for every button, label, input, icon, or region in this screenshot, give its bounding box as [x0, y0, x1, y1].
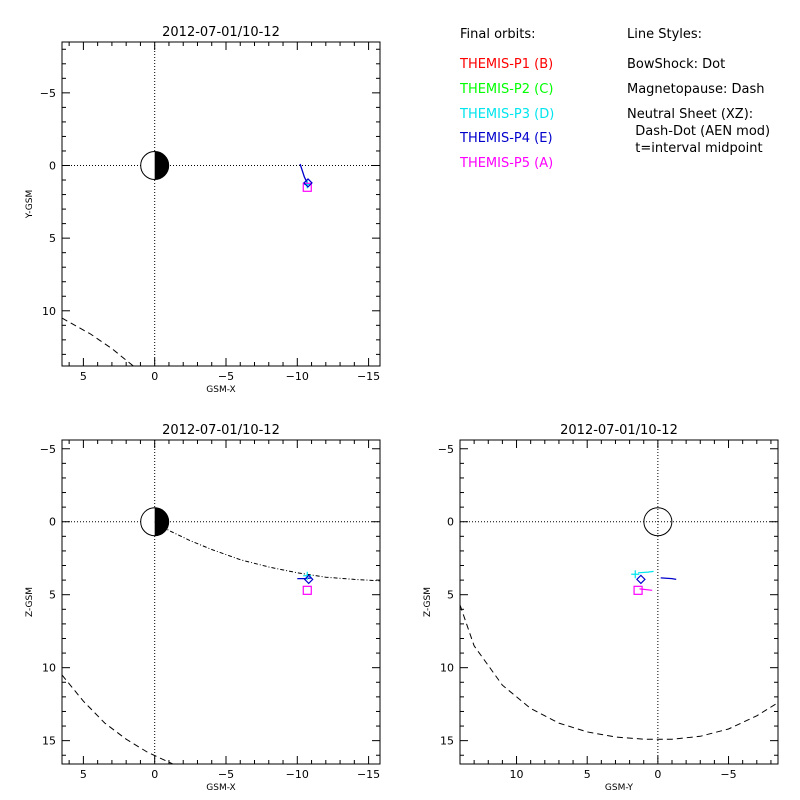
orbit-p4-line — [660, 577, 677, 581]
x-tick-label: −15 — [357, 768, 380, 781]
x-tick-label: 5 — [80, 768, 87, 781]
marker-p5-square — [633, 585, 643, 595]
plot-frame — [61, 439, 381, 765]
y-axis-label: Z-GSM — [25, 587, 35, 617]
chart-yz: 2012-07-01/10-12 10 5 0 −5 −5 0 5 10 15 GSM-Y Z-GSM — [423, 423, 779, 793]
marker-p3-plus — [303, 571, 312, 580]
x-tick-label: 0 — [654, 768, 661, 781]
y-tick-label: 5 — [49, 589, 56, 602]
x-tick-label: 5 — [584, 768, 591, 781]
y-tick-label: −5 — [438, 443, 454, 456]
y-tick-label: 0 — [49, 516, 56, 529]
chart-xy: 2012-07-01/10-12 5 0 −5 −10 −15 −5 0 5 10 GSM-X Y-G… — [25, 25, 381, 395]
x-tick-label: −15 — [357, 370, 380, 383]
x-axis-label: GSM-Y — [605, 783, 634, 793]
x-axis-label: GSM-X — [206, 385, 235, 395]
y-tick-label: 10 — [440, 662, 454, 675]
magnetopause-line — [460, 604, 778, 740]
legend-probe-p2: THEMIS-P2 (C) — [460, 82, 554, 97]
y-tick-label: −5 — [40, 87, 56, 100]
y-tick-label: 15 — [42, 735, 56, 748]
chart-xz: 2012-07-01/10-12 5 0 −5 −10 −15 −5 0 5 10 15 GSM-X Z… — [25, 423, 381, 793]
legend-style-magnetopause: Magnetopause: Dash — [627, 82, 765, 97]
plot-frame — [61, 41, 381, 367]
y-tick-label: 10 — [42, 305, 56, 318]
earth-circle — [643, 507, 673, 537]
plot-area — [460, 507, 778, 740]
plot-area — [62, 507, 380, 764]
y-axis-label: Y-GSM — [25, 190, 35, 219]
x-tick-label: 10 — [510, 768, 524, 781]
x-tick-label: −5 — [720, 768, 736, 781]
y-tick-label: 15 — [440, 735, 454, 748]
legend-style-bowshock: BowShock: Dot — [627, 57, 726, 72]
plot-frame — [459, 439, 779, 765]
x-tick-label: 5 — [80, 370, 87, 383]
magnetopause-line — [62, 317, 134, 366]
marker-p3-plus — [631, 570, 640, 579]
earth-night-side — [154, 507, 169, 536]
orbits-legend-title: Final orbits: — [460, 27, 536, 42]
marker-p4-diamond — [303, 574, 314, 585]
y-tick-label: 10 — [42, 662, 56, 675]
legend-probe-p3: THEMIS-P3 (D) — [460, 107, 555, 122]
y-tick-label: 5 — [49, 232, 56, 245]
plot-area — [62, 150, 313, 366]
magnetopause-line — [62, 674, 175, 764]
x-tick-label: −10 — [286, 768, 309, 781]
legend-probe-p5: THEMIS-P5 (A) — [460, 156, 554, 171]
marker-p4-diamond — [303, 178, 313, 188]
legend-style-dash-dot: Dash-Dot (AEN mod) — [627, 124, 771, 139]
legend-style-midpoint: t=interval midpoint — [627, 141, 763, 156]
y-axis-label: Z-GSM — [423, 587, 433, 617]
x-tick-label: −10 — [286, 370, 309, 383]
x-tick-label: −5 — [218, 370, 234, 383]
x-axis-label: GSM-X — [206, 783, 235, 793]
x-tick-label: −5 — [218, 768, 234, 781]
orbit-p3-line — [638, 570, 654, 574]
marker-p5-square — [302, 182, 312, 192]
styles-legend-title: Line Styles: — [627, 27, 703, 42]
legend-probe-p1: THEMIS-P1 (B) — [460, 57, 554, 72]
y-tick-label: 0 — [49, 159, 56, 172]
legend-probe-p4: THEMIS-P4 (E) — [460, 131, 553, 146]
y-tick-label: −5 — [40, 443, 56, 456]
x-tick-label: 0 — [151, 768, 158, 781]
chart-title: 2012-07-01/10-12 — [162, 25, 280, 40]
chart-title: 2012-07-01/10-12 — [560, 423, 678, 438]
chart-title: 2012-07-01/10-12 — [162, 423, 280, 438]
x-tick-label: 0 — [151, 370, 158, 383]
orbit-p5-line — [639, 588, 653, 591]
earth-night-side — [154, 151, 169, 180]
neutral-sheet-line — [154, 521, 380, 582]
legend-style-neutral-sheet: Neutral Sheet (XZ): — [627, 107, 754, 122]
marker-p5-square — [302, 585, 312, 595]
orbit-p4-line — [297, 577, 312, 580]
y-tick-label: 0 — [447, 516, 454, 529]
marker-p4-diamond — [636, 574, 646, 585]
y-tick-label: 5 — [447, 589, 454, 602]
